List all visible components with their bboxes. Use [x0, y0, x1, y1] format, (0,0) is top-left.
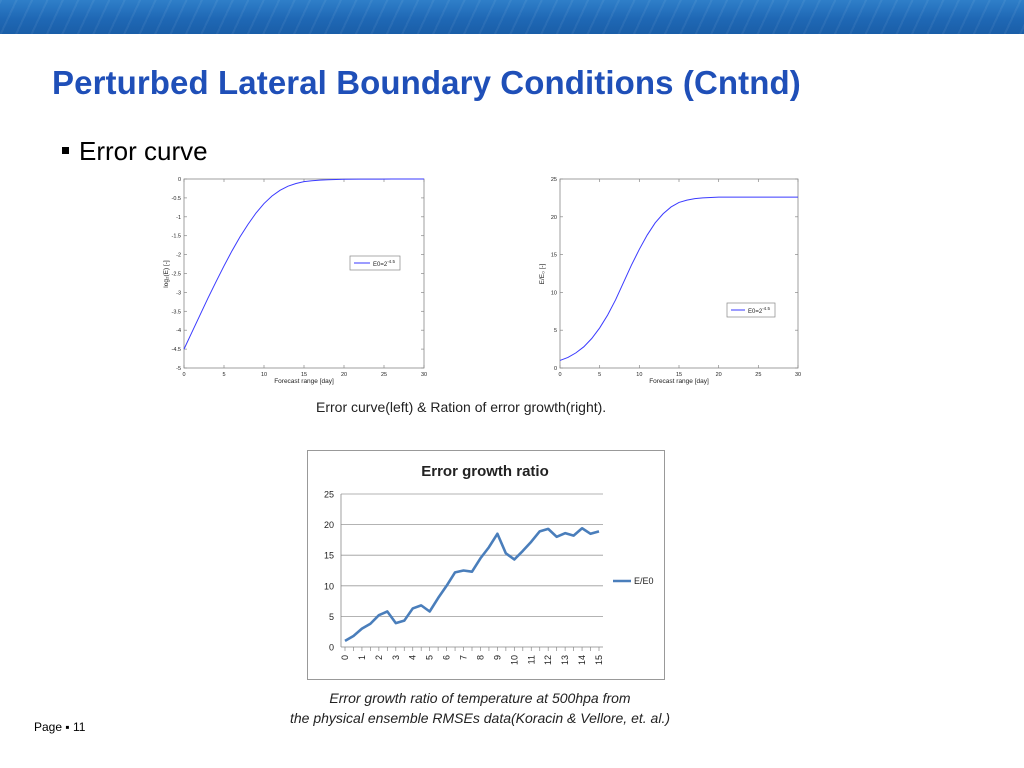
page-label: Page: [34, 720, 63, 734]
x-tick-label: 13: [560, 655, 570, 665]
y-tick-label: -3.5: [172, 309, 181, 315]
x-tick-label: 25: [755, 372, 761, 378]
x-tick-label: 12: [543, 655, 553, 665]
x-tick-label: 6: [442, 655, 452, 660]
bullet-item: Error curve: [62, 136, 208, 167]
y-tick-label: -1: [176, 215, 181, 221]
series-line-E0: [183, 178, 424, 350]
x-tick-label: 8: [475, 655, 485, 660]
chart-frame: [307, 450, 665, 680]
error-curve-chart: 0 5 10 15 20 25 30 0 -0.5 -1 -1.5 -2 -2.5 -3 -3.5 -4 -4.…: [150, 170, 440, 392]
y-tick-label: 10: [551, 290, 557, 296]
y-tick-label: -4: [176, 328, 181, 334]
x-tick-label: 1: [357, 655, 367, 660]
y-tick-label: 0: [554, 366, 557, 372]
chart-background: [530, 170, 820, 392]
x-axis-label: Forecast range [day]: [274, 378, 334, 385]
y-tick-label: -4.5: [172, 347, 181, 353]
caption-bottom-line2: the physical ensemble RMSEs data(Koracin…: [290, 710, 670, 726]
legend-box: [349, 255, 401, 271]
x-tick-label: 9: [492, 655, 502, 660]
x-tick-label: 10: [261, 372, 267, 378]
x-tick-label: 3: [391, 655, 401, 660]
x-tick-label: 25: [381, 372, 387, 378]
y-tick-label: 0: [178, 177, 181, 183]
y-tick-label: -0.5: [172, 196, 181, 202]
caption-top: Error curve(left) & Ration of error grow…: [316, 399, 607, 415]
legend-box: [726, 302, 776, 318]
x-tick-label: 5: [598, 372, 601, 378]
x-tick-label: 4: [408, 655, 418, 660]
y-axis-label: log₂(E) [-]: [163, 260, 170, 288]
series-line-E-E0: [344, 526, 600, 643]
bullet-text: Error curve: [79, 136, 208, 166]
x-tick-label: 0: [340, 655, 350, 660]
x-tick-label: 5: [425, 655, 435, 660]
chart-legend: E/E0: [613, 576, 654, 586]
x-tick-label: 5: [222, 372, 225, 378]
y-tick-label: -2.5: [172, 272, 181, 278]
legend-label: E0=2-4.5: [373, 259, 395, 268]
legend-label: E0=2-4.5: [748, 306, 770, 315]
chart-background: [150, 170, 440, 392]
y-tick-label: -5: [176, 366, 181, 372]
x-tick-label: 10: [509, 655, 519, 665]
y-tick-label: 25: [324, 490, 334, 500]
header-band: [0, 0, 1024, 34]
chart-legend: E0=2-4.5: [726, 302, 776, 318]
x-tick-label: 15: [301, 372, 307, 378]
caption-bottom-line1: Error growth ratio of temperature at 500…: [329, 690, 631, 706]
y-tick-label: -2: [176, 253, 181, 259]
y-tick-label: 5: [554, 328, 557, 334]
y-tick-label: 15: [324, 551, 334, 561]
bullet-square-icon: [62, 146, 69, 154]
x-tick-label: 7: [459, 655, 469, 660]
y-tick-label: 20: [551, 215, 557, 221]
chart-title: Error growth ratio: [421, 463, 549, 480]
chart-legend: E0=2-4.5: [349, 255, 401, 271]
x-tick-label: 30: [421, 372, 427, 378]
x-tick-label: 0: [558, 372, 561, 378]
y-tick-label: 5: [329, 612, 334, 622]
y-tick-label: -1.5: [172, 234, 181, 240]
page-footer: Page ▪ 11: [34, 720, 85, 734]
y-tick-label: -3: [176, 290, 181, 296]
x-tick-label: 15: [676, 372, 682, 378]
x-tick-label: 20: [341, 372, 347, 378]
page-separator-icon: ▪: [65, 720, 70, 734]
x-tick-label: 0: [182, 372, 185, 378]
caption-bottom: Error growth ratio of temperature at 500…: [250, 688, 710, 728]
x-tick-label: 14: [577, 655, 587, 665]
y-axis-label: E/E₀ [-]: [539, 263, 546, 284]
y-tick-label: 25: [551, 177, 557, 183]
y-tick-label: 20: [324, 520, 334, 530]
y-tick-label: 15: [551, 253, 557, 259]
x-tick-label: 15: [594, 655, 604, 665]
page-number: 11: [72, 720, 86, 734]
x-axis-label: Forecast range [day]: [649, 378, 709, 385]
x-tick-label: 30: [795, 372, 801, 378]
y-tick-label: 10: [324, 581, 334, 591]
series-line-E0: [559, 196, 798, 361]
x-tick-label: 10: [636, 372, 642, 378]
legend-label: E/E0: [634, 576, 654, 586]
x-tick-label: 11: [526, 655, 536, 664]
slide-title: Perturbed Lateral Boundary Conditions (C…: [52, 64, 801, 101]
x-tick-label: 2: [374, 655, 384, 660]
error-ratio-chart: 0 5 10 15 20 25 30 0 5 10 15 20 25 E0=2-4.5 Forecast…: [530, 170, 820, 392]
y-tick-label: 0: [329, 643, 334, 653]
x-tick-label: 20: [716, 372, 722, 378]
